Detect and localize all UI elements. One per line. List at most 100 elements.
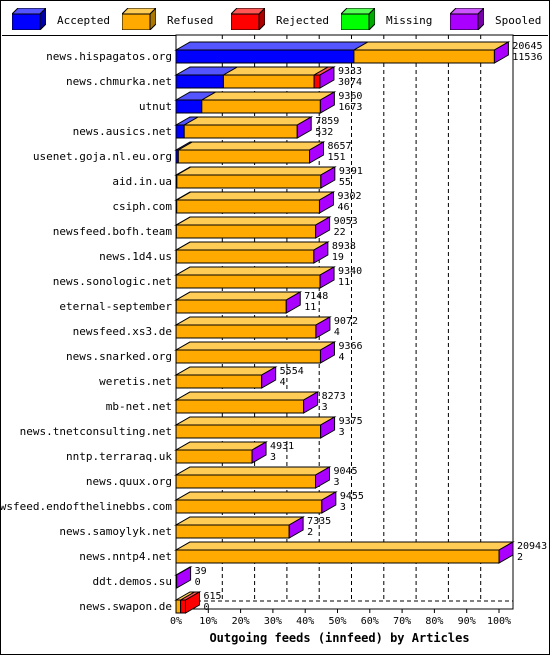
value-label-accepted-news-chmurka-net: 3074 — [338, 77, 362, 88]
value-label-accepted-news-sonologic-net: 11 — [338, 277, 350, 288]
value-label-total-news-snarked-org: 9366 — [338, 341, 362, 352]
category-label-ddt-demos-su: ddt.demos.su — [93, 575, 172, 588]
value-label-total-news-1d4-us: 8938 — [332, 241, 356, 252]
bar-spooled-side-news-hispagatos-org — [493, 41, 509, 64]
bar-spooled-side-utnut — [319, 91, 335, 114]
bar-rejected-side-news-swapon-de — [184, 591, 200, 614]
value-label-total-csiph-com: 9302 — [337, 191, 361, 202]
x-axis-title: Outgoing feeds (innfeed) by Articles — [209, 631, 469, 645]
bar-spooled-side-aid-in-ua — [320, 166, 336, 189]
value-label-accepted-csiph-com: 46 — [337, 202, 349, 213]
bar-spooled-side-newsfeed-xs3-de — [315, 316, 331, 339]
value-label-accepted-news-snarked-org: 4 — [338, 352, 344, 363]
value-label-accepted-usenet-goja-nl-eu-org: 151 — [328, 152, 346, 163]
value-label-accepted-eternal-september: 11 — [304, 302, 316, 313]
bar-refused-top-news-sonologic-net — [174, 266, 336, 276]
bar-accepted-top-news-hispagatos-org — [174, 41, 370, 51]
legend-swatch-spooled — [450, 8, 484, 30]
bar-refused-top-csiph-com — [174, 191, 336, 201]
bar-spooled-side-ddt-demos-su — [176, 566, 192, 589]
bar-refused-top-news-chmurka-net — [221, 66, 330, 76]
x-tick-label-30: 30% — [264, 616, 282, 627]
bar-refused-top-newsfeed-bofh-team — [174, 216, 332, 226]
bar-refused-news-sonologic-net — [175, 274, 321, 289]
value-label-accepted-utnut: 1673 — [338, 102, 362, 113]
x-tick-label-0: 0% — [170, 616, 182, 627]
bar-spooled-side-csiph-com — [318, 191, 334, 214]
bar-rejected-news-chmurka-net — [313, 74, 321, 89]
x-tick-label-90: 90% — [458, 616, 476, 627]
value-label-accepted-news-quux-org: 3 — [333, 477, 339, 488]
bar-refused-top-news-1d4-us — [174, 241, 330, 251]
bar-refused-news-snarked-org — [175, 349, 321, 364]
category-label-news-quux-org: news.quux.org — [86, 475, 172, 488]
legend-swatch-refused — [122, 8, 156, 30]
bar-refused-top-news-nntp4-net — [174, 541, 515, 551]
bar-refused-aid-in-ua — [176, 174, 322, 189]
category-label-news-sonologic-net: news.sonologic.net — [53, 275, 172, 288]
value-label-accepted-news-swapon-de: 0 — [203, 602, 209, 613]
bar-spooled-side-usenet-goja-nl-eu-org — [309, 141, 325, 164]
value-label-total-news-samoylyk-net: 7335 — [307, 516, 331, 527]
bar-spooled-side-eternal-september — [285, 291, 301, 314]
bar-refused-usenet-goja-nl-eu-org — [177, 149, 311, 164]
bar-spooled-side-news-1d4-us — [313, 241, 329, 264]
value-label-total-newsfeed-xs3-de: 9072 — [334, 316, 358, 327]
x-tick-label-20: 20% — [232, 616, 250, 627]
bar-refused-top-eternal-september — [174, 291, 303, 301]
x-tick-label-10: 10% — [199, 616, 217, 627]
category-label-eternal-september: eternal-september — [59, 300, 172, 313]
category-label-aid-in-ua: aid.in.ua — [112, 175, 172, 188]
legend-label-accepted: Accepted — [57, 14, 110, 27]
value-label-total-newsfeed-endofthelinebbs-com: 9455 — [340, 491, 364, 502]
bar-accepted-utnut — [175, 99, 203, 114]
category-label-newsfeed-xs3-de: newsfeed.xs3.de — [73, 325, 172, 338]
legend-swatch-rejected — [231, 8, 265, 30]
value-label-total-weretis-net: 5554 — [280, 366, 304, 377]
bar-spooled-side-news-samoylyk-net — [288, 516, 304, 539]
bar-refused-top-news-hispagatos-org — [352, 41, 511, 51]
value-label-accepted-news-hispagatos-org: 11536 — [512, 52, 542, 63]
category-label-utnut: utnut — [139, 100, 172, 113]
bar-refused-top-mb-net-net — [174, 391, 320, 401]
bar-spooled-side-newsfeed-bofh-team — [315, 216, 331, 239]
value-label-total-news-swapon-de: 615 — [203, 591, 221, 602]
bar-spooled-side-news-sonologic-net — [319, 266, 335, 289]
value-label-accepted-aid-in-ua: 55 — [339, 177, 351, 188]
x-tick-label-80: 80% — [425, 616, 443, 627]
value-label-accepted-nntp-terraraq-uk: 3 — [270, 452, 276, 463]
bar-refused-csiph-com — [176, 199, 320, 214]
bar-refused-top-newsfeed-xs3-de — [174, 316, 332, 326]
value-label-accepted-weretis-net: 4 — [280, 377, 286, 388]
value-label-total-ddt-demos-su: 39 — [195, 566, 207, 577]
bar-accepted-news-ausics-net — [175, 124, 185, 139]
legend-label-missing: Missing — [386, 14, 433, 27]
category-label-news-ausics-net: news.ausics.net — [73, 125, 172, 138]
category-label-newsfeed-endofthelinebbs-com: newsfeed.endofthelinebbs.com — [0, 500, 172, 513]
value-label-accepted-news-nntp4-net: 2 — [517, 552, 523, 563]
bar-refused-news-chmurka-net — [222, 74, 315, 89]
bar-refused-top-news-ausics-net — [182, 116, 314, 126]
bar-refused-top-news-snarked-org — [174, 341, 337, 351]
bar-refused-news-hispagatos-org — [353, 49, 495, 64]
bar-refused-nntp-terraraq-uk — [175, 449, 253, 464]
bar-accepted-news-chmurka-net — [175, 74, 224, 89]
category-label-news-hispagatos-org: news.hispagatos.org — [46, 50, 172, 63]
value-label-accepted-news-ausics-net: 532 — [315, 127, 333, 138]
value-label-total-news-chmurka-net: 9333 — [338, 66, 362, 77]
value-label-total-utnut: 9360 — [338, 91, 362, 102]
bar-refused-top-aid-in-ua — [174, 166, 337, 176]
legend-label-rejected: Rejected — [276, 14, 329, 27]
bar-spooled-side-news-snarked-org — [319, 341, 335, 364]
x-tick-label-40: 40% — [296, 616, 314, 627]
bar-refused-news-nntp4-net — [175, 549, 500, 564]
bar-refused-weretis-net — [175, 374, 263, 389]
bar-refused-news-ausics-net — [183, 124, 298, 139]
value-label-total-mb-net-net: 8273 — [322, 391, 346, 402]
category-label-news-tnetconsulting-net: news.tnetconsulting.net — [20, 425, 172, 438]
value-label-accepted-mb-net-net: 3 — [322, 402, 328, 413]
bar-refused-top-news-tnetconsulting-net — [174, 416, 337, 426]
bar-refused-news-tnetconsulting-net — [175, 424, 322, 439]
bar-refused-top-newsfeed-endofthelinebbs-com — [174, 491, 338, 501]
